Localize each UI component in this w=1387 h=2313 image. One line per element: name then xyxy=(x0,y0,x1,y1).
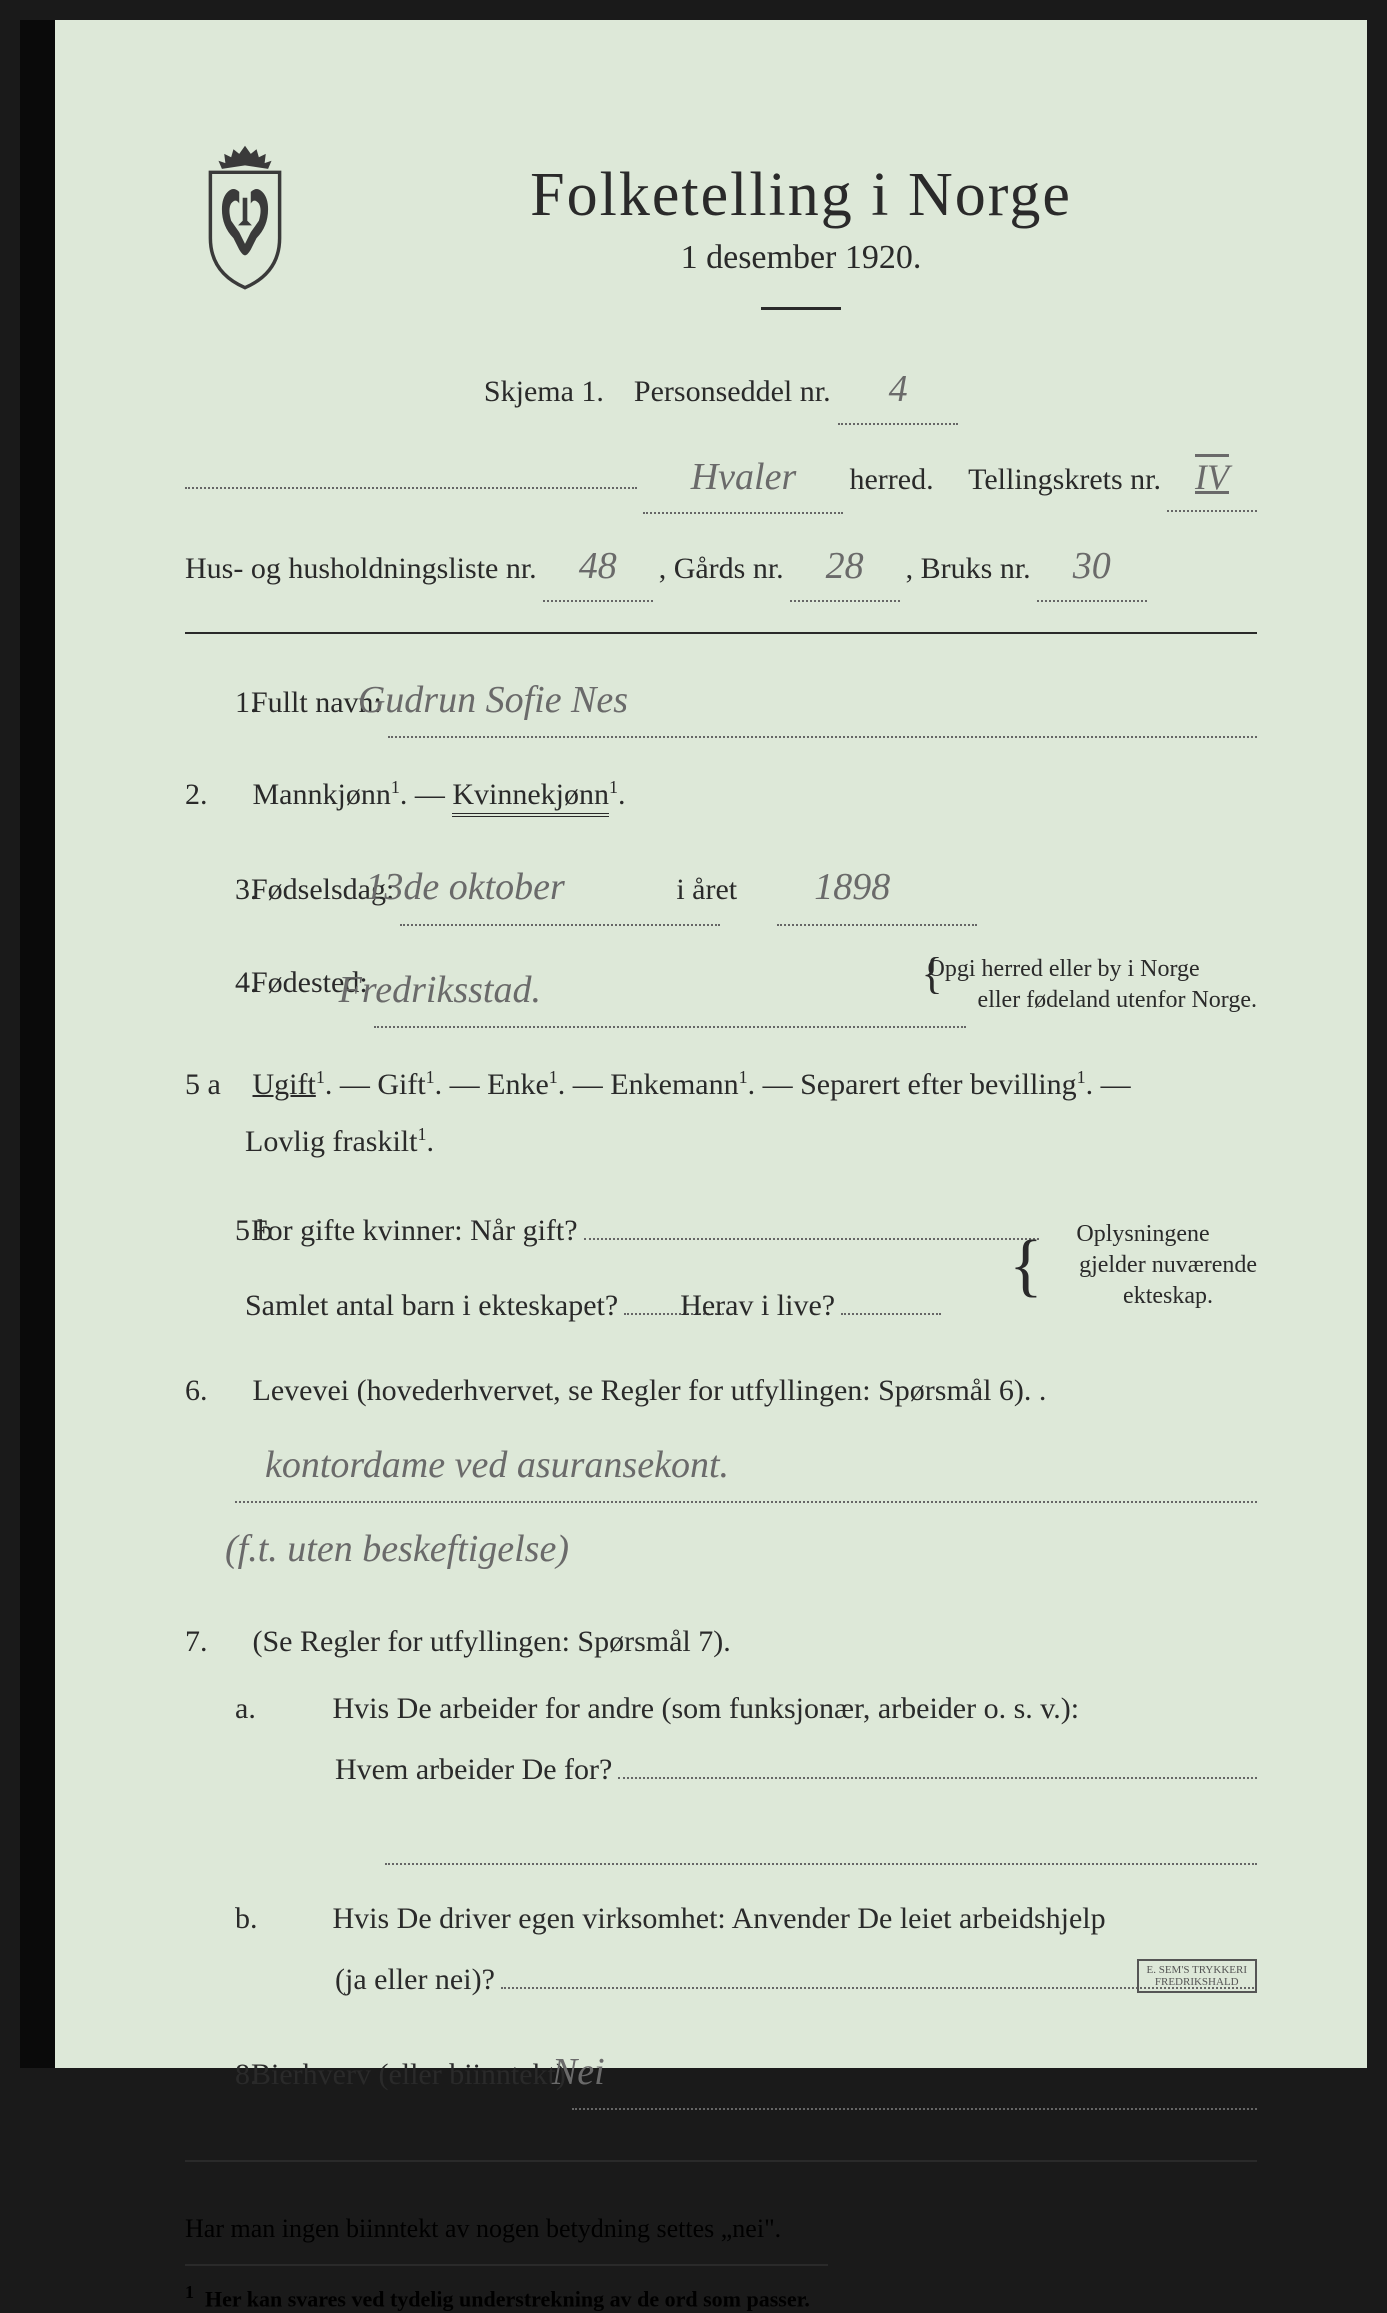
form-id-line1: Skjema 1. Personseddel nr. 4 xyxy=(185,355,1257,425)
q5b-l2: Samlet antal barn i ekteskapet? xyxy=(295,1277,618,1334)
q4-note: Opgi herred eller by i Norge eller fødel… xyxy=(978,954,1257,1016)
form-id-line2: Hvaler herred. Tellingskrets nr. IV xyxy=(185,443,1257,513)
subtitle: 1 desember 1920. xyxy=(345,239,1257,277)
tellingskrets-label: Tellingskrets nr. xyxy=(968,453,1161,507)
q4-value: Fredriksstad. xyxy=(374,954,966,1028)
herred-value: Hvaler xyxy=(643,443,843,513)
q6-num: 6. xyxy=(185,1362,245,1419)
bruks-label: , Bruks nr. xyxy=(906,542,1031,596)
q7-label: (Se Regler for utfyllingen: Spørsmål 7). xyxy=(253,1625,731,1658)
q6-value2: (f.t. uten beskeftigelse) xyxy=(235,1513,1257,1585)
q5b-l3: Herav i live? xyxy=(730,1277,835,1334)
divider-bottom xyxy=(185,2160,1257,2162)
skjema-label: Skjema 1. xyxy=(484,375,604,408)
q5a: 5 a Ugift1. — Gift1. — Enke1. — Enkemann… xyxy=(185,1056,1257,1170)
q1: 1. Fullt navn: Gudrun Sofie Nes xyxy=(185,664,1257,738)
q7: 7. (Se Regler for utfyllingen: Spørsmål … xyxy=(185,1613,1257,2008)
herred-label: herred. xyxy=(849,453,933,507)
q4: 4. Fødested: Fredriksstad. { Opgi herred… xyxy=(185,954,1257,1028)
q5a-ugift-selected: Ugift xyxy=(253,1068,316,1101)
q2: 2. Mannkjønn1. — Kvinnekjønn1. xyxy=(185,766,1257,823)
q8-value: Nei xyxy=(572,2036,1257,2110)
q3-day: 13de oktober xyxy=(400,851,720,925)
q2-num: 2. xyxy=(185,766,245,823)
q8-label: Bierhverv (eller biinntekt) xyxy=(301,2046,566,2103)
q2-k-selected: Kvinnekjønn xyxy=(452,778,609,817)
gards-nr: 28 xyxy=(790,532,900,602)
q8: 8. Bierhverv (eller biinntekt) Nei xyxy=(185,2036,1257,2110)
q7a: a. Hvis De arbeider for andre (som funks… xyxy=(235,1680,1257,1865)
q3: 3. Fødselsdag: 13de oktober i året 1898 xyxy=(185,851,1257,925)
q5b-note: Oplysningene gjelder nuværende ekteskap. xyxy=(1079,1219,1257,1313)
q1-value: Gudrun Sofie Nes xyxy=(388,664,1257,738)
divider-top xyxy=(185,632,1257,634)
herred-blank-left xyxy=(185,447,637,489)
husliste-nr: 48 xyxy=(543,532,653,602)
footer-note: Har man ingen biinntekt av nogen betydni… xyxy=(185,2202,1257,2244)
q7-num: 7. xyxy=(185,1613,245,1670)
q6-label: Levevei (hovederhvervet, se Regler for u… xyxy=(253,1374,1047,1407)
q5b: 5 b For gifte kvinner: Når gift? Samlet … xyxy=(185,1198,1257,1334)
footnote: 1 Her kan svares ved tydelig understrekn… xyxy=(185,2282,1257,2312)
coat-of-arms-icon xyxy=(185,140,305,290)
gards-label: , Gårds nr. xyxy=(659,542,784,596)
q3-year: 1898 xyxy=(777,851,977,925)
q5a-num: 5 a xyxy=(185,1056,245,1113)
q5b-l1: For gifte kvinner: Når gift? xyxy=(301,1202,578,1259)
footnote-rule xyxy=(185,2264,828,2274)
title-divider xyxy=(761,307,841,310)
q7b: b. Hvis De driver egen virksomhet: Anven… xyxy=(235,1890,1257,2008)
q3-year-label: i året xyxy=(726,861,771,918)
q6-value1: kontordame ved asuransekont. xyxy=(235,1429,1257,1503)
form-id-line3: Hus- og husholdningsliste nr. 48 , Gårds… xyxy=(185,532,1257,602)
personseddel-label: Personseddel nr. xyxy=(634,375,831,408)
personseddel-nr: 4 xyxy=(838,355,958,425)
bruks-nr: 30 xyxy=(1037,532,1147,602)
husliste-label: Hus- og husholdningsliste nr. xyxy=(185,542,537,596)
main-title: Folketelling i Norge xyxy=(345,160,1257,231)
header: Folketelling i Norge 1 desember 1920. xyxy=(185,160,1257,345)
tellingskrets-nr: IV xyxy=(1167,445,1257,512)
q6: 6. Levevei (hovederhvervet, se Regler fo… xyxy=(185,1362,1257,1585)
printer-stamp: E. SEM'S TRYKKERI FREDRIKSHALD xyxy=(1137,1959,1258,1993)
census-form-page: Folketelling i Norge 1 desember 1920. Sk… xyxy=(20,20,1367,2068)
title-block: Folketelling i Norge 1 desember 1920. xyxy=(345,160,1257,345)
q2-m: Mannkjønn xyxy=(253,778,391,811)
